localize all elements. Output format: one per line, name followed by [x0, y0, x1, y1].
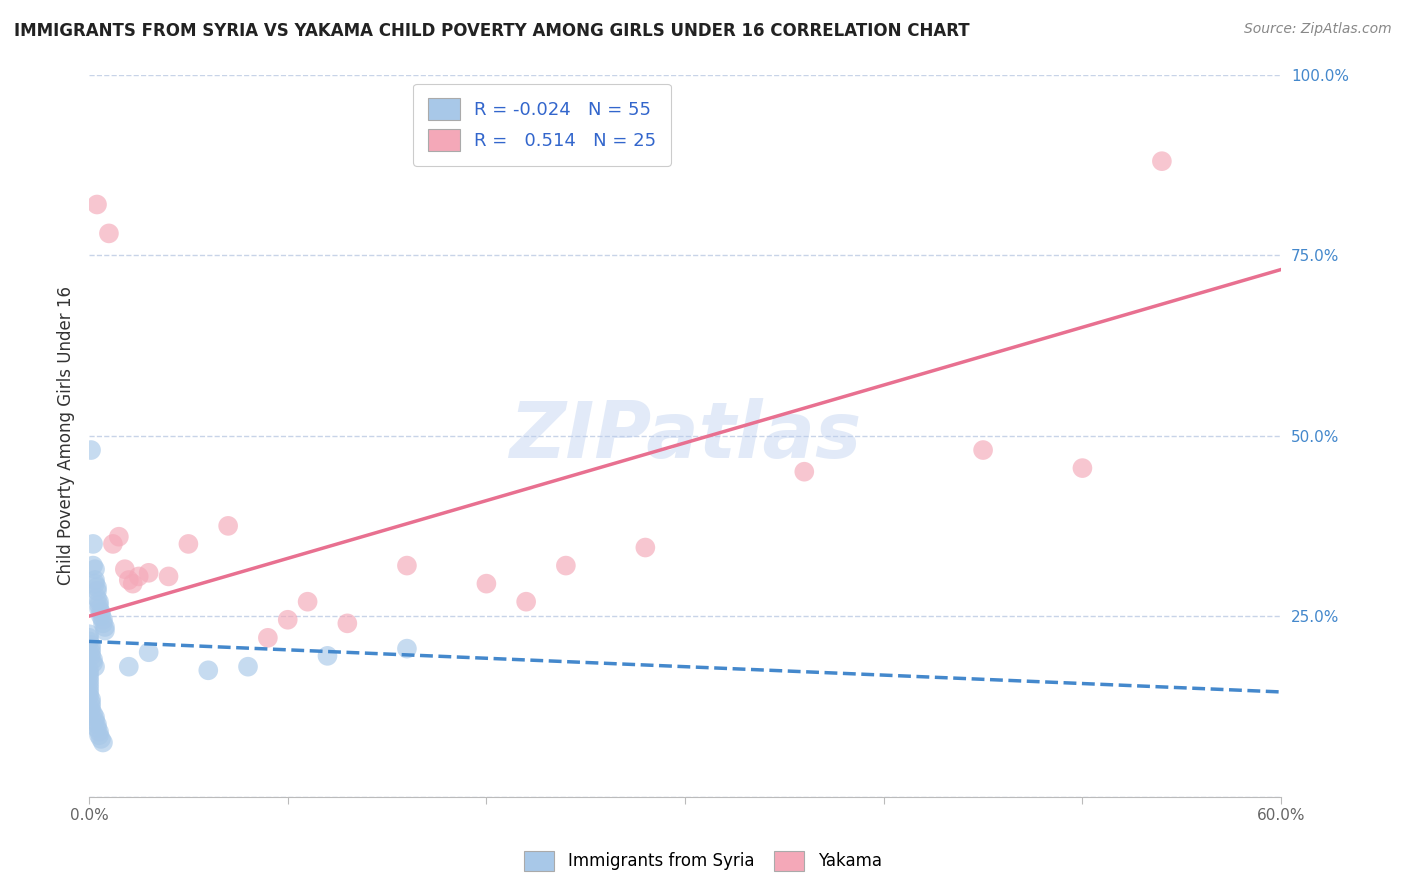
Point: [84, 576, 107, 591]
Point: [84, 710, 107, 724]
Point: [554, 558, 576, 573]
Point: [80, 638, 103, 652]
Point: [316, 648, 339, 663]
Point: [118, 573, 141, 587]
Point: [90, 606, 112, 620]
Point: [87, 602, 110, 616]
Point: [86, 721, 108, 735]
Point: [108, 530, 131, 544]
Point: [236, 659, 259, 673]
Point: [634, 541, 657, 555]
Point: [82, 558, 104, 573]
Point: [84, 562, 107, 576]
Point: [297, 595, 319, 609]
Point: [197, 663, 219, 677]
Point: [84, 714, 107, 728]
Point: [91, 735, 114, 749]
Point: [77, 689, 100, 703]
Point: [101, 537, 124, 551]
Point: [277, 613, 299, 627]
Point: [97, 227, 120, 241]
Point: [128, 569, 150, 583]
Point: [77, 678, 100, 692]
Point: [121, 576, 143, 591]
Point: [515, 595, 537, 609]
Point: [87, 595, 110, 609]
Point: [77, 681, 100, 696]
Point: [157, 569, 180, 583]
Point: [972, 443, 994, 458]
Point: [91, 616, 114, 631]
Text: IMMIGRANTS FROM SYRIA VS YAKAMA CHILD POVERTY AMONG GIRLS UNDER 16 CORRELATION C: IMMIGRANTS FROM SYRIA VS YAKAMA CHILD PO…: [14, 22, 970, 40]
Point: [77, 671, 100, 685]
Point: [1071, 461, 1094, 475]
Point: [86, 580, 108, 594]
Point: [77, 631, 100, 645]
Point: [94, 620, 117, 634]
Point: [82, 706, 104, 721]
Point: [84, 659, 107, 673]
Point: [87, 724, 110, 739]
Point: [80, 703, 103, 717]
Point: [138, 566, 160, 580]
Point: [1150, 154, 1173, 169]
Point: [138, 645, 160, 659]
Point: [86, 591, 108, 605]
Point: [257, 631, 280, 645]
Point: [80, 443, 103, 458]
Point: [82, 652, 104, 666]
Point: [87, 728, 110, 742]
Point: [80, 645, 103, 659]
Point: [82, 537, 104, 551]
Point: [86, 717, 108, 731]
Point: [77, 627, 100, 641]
Legend: R = -0.024   N = 55, R =   0.514   N = 25: R = -0.024 N = 55, R = 0.514 N = 25: [413, 84, 671, 166]
Point: [114, 562, 136, 576]
Point: [90, 609, 112, 624]
Point: [395, 558, 418, 573]
Point: [80, 641, 103, 656]
Text: Source: ZipAtlas.com: Source: ZipAtlas.com: [1244, 22, 1392, 37]
Legend: Immigrants from Syria, Yakama: Immigrants from Syria, Yakama: [516, 842, 890, 880]
Point: [77, 685, 100, 699]
Point: [80, 692, 103, 706]
Point: [793, 465, 815, 479]
Point: [77, 663, 100, 677]
Point: [80, 696, 103, 710]
Point: [86, 583, 108, 598]
Point: [395, 641, 418, 656]
Point: [87, 599, 110, 613]
Point: [94, 624, 117, 638]
Point: [91, 613, 114, 627]
Point: [217, 519, 239, 533]
Point: [77, 634, 100, 648]
Point: [80, 648, 103, 663]
Point: [77, 674, 100, 689]
Point: [84, 573, 107, 587]
Point: [82, 656, 104, 670]
Point: [475, 576, 498, 591]
Point: [86, 197, 108, 211]
Point: [80, 699, 103, 714]
Text: ZIPatlas: ZIPatlas: [509, 398, 862, 474]
Point: [336, 616, 359, 631]
Point: [90, 731, 112, 746]
Y-axis label: Child Poverty Among Girls Under 16: Child Poverty Among Girls Under 16: [58, 286, 75, 585]
Point: [177, 537, 200, 551]
Point: [77, 667, 100, 681]
Point: [118, 659, 141, 673]
